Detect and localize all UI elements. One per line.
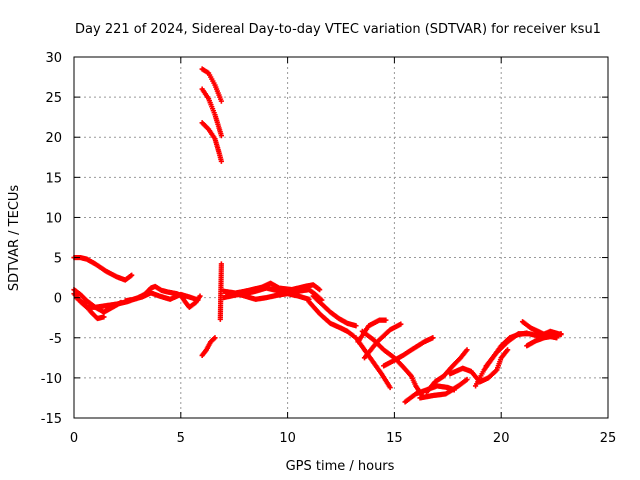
y-axis-label: SDTVAR / TECUs xyxy=(7,185,22,292)
series-track-f xyxy=(199,66,224,104)
data-point xyxy=(398,321,404,327)
series-track-v xyxy=(417,376,470,401)
x-tick-label: 10 xyxy=(279,431,296,446)
y-tick-label: -10 xyxy=(41,372,62,387)
series-track-j xyxy=(217,261,224,322)
data-point xyxy=(195,297,201,303)
x-tick-label: 25 xyxy=(600,431,617,446)
data-point xyxy=(317,287,323,293)
series-track-h xyxy=(199,120,224,164)
series-track-p xyxy=(353,335,393,391)
data-points xyxy=(71,66,564,405)
series-track-ab xyxy=(524,331,564,349)
y-tick-label: 25 xyxy=(45,91,62,106)
data-point xyxy=(218,98,224,104)
data-point xyxy=(217,316,223,322)
series-track-w xyxy=(423,347,470,395)
data-point xyxy=(218,133,224,139)
y-tick-label: 20 xyxy=(45,131,62,146)
y-tick-label: 0 xyxy=(54,292,62,307)
x-tick-label: 0 xyxy=(70,431,78,446)
data-point xyxy=(505,347,511,353)
data-point xyxy=(353,323,359,329)
series-track-n xyxy=(306,299,357,339)
data-point xyxy=(218,158,224,164)
series-track-r xyxy=(355,317,389,345)
y-tick-label: 15 xyxy=(45,171,62,186)
data-point xyxy=(430,335,436,341)
x-tick-label: 20 xyxy=(493,431,510,446)
y-tick-label: 30 xyxy=(45,51,62,66)
series-track-g xyxy=(199,86,224,139)
data-point xyxy=(129,272,135,278)
series-track-s xyxy=(361,321,404,361)
chart-title: Day 221 of 2024, Sidereal Day-to-day VTE… xyxy=(75,22,601,37)
data-point xyxy=(387,384,393,391)
data-point xyxy=(464,376,470,383)
y-tick-label: -5 xyxy=(49,332,62,347)
ticks: 0 5 10 15 20 25 -15 -10 -5 0 5 10 15 20 25 30 xyxy=(41,51,617,446)
data-point xyxy=(212,335,218,341)
series-track-a xyxy=(71,254,135,283)
series-track-o xyxy=(310,293,359,329)
series-track-m xyxy=(225,280,323,298)
grid xyxy=(74,57,608,418)
y-tick-label: 5 xyxy=(54,252,62,267)
series-track-i xyxy=(199,335,218,359)
data-point xyxy=(197,293,203,299)
x-axis-label: GPS time / hours xyxy=(286,459,395,474)
data-point xyxy=(101,314,107,320)
y-tick-label: 10 xyxy=(45,211,62,226)
x-tick-label: 15 xyxy=(386,431,403,446)
plot-frame xyxy=(73,56,609,419)
data-point xyxy=(464,347,470,353)
y-tick-label: -15 xyxy=(41,412,62,427)
x-tick-label: 5 xyxy=(177,431,185,446)
data-point xyxy=(558,331,564,337)
series-track-e xyxy=(122,290,201,304)
data-point xyxy=(383,317,389,323)
series-track-t xyxy=(381,335,436,369)
